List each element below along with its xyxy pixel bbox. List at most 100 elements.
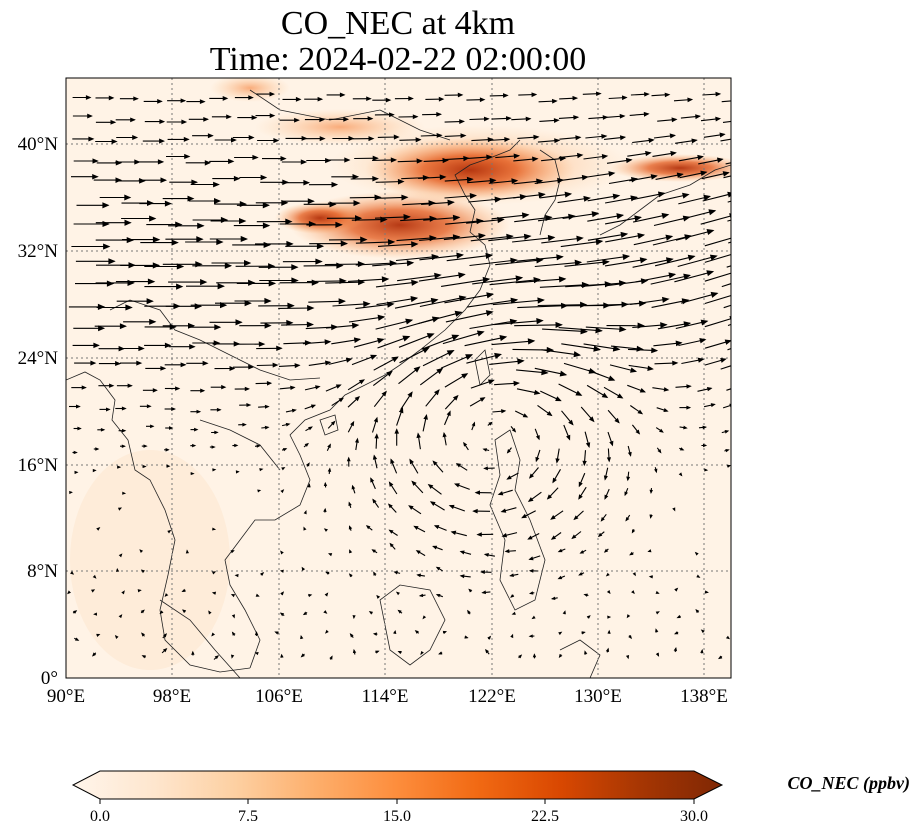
lat-tick-label: 24°N <box>18 348 59 369</box>
wind-arrow-head <box>706 386 713 392</box>
wind-arrow-head <box>665 257 674 264</box>
wind-arrow-head <box>212 527 217 531</box>
wind-arrow-head <box>644 91 650 97</box>
wind-arrow-head <box>374 433 379 439</box>
wind-arrow-head <box>264 297 272 305</box>
wind-arrow-head <box>335 221 343 228</box>
wind-arrow-head <box>747 341 752 345</box>
wind-arrow-head <box>745 171 750 175</box>
wind-arrow-head <box>281 467 286 471</box>
wind-arrow-head <box>108 258 116 265</box>
wind-arrow-head <box>180 98 187 104</box>
wind-arrow <box>720 365 731 370</box>
wind-arrow-head <box>371 549 376 554</box>
wind-arrow-head <box>602 115 609 120</box>
wind-arrow <box>586 255 629 263</box>
wind-arrow-head <box>372 175 379 182</box>
wind-arrow-head <box>616 213 625 220</box>
wind-arrow-head <box>373 416 378 423</box>
wind-arrow-head <box>614 417 620 424</box>
wind-arrow-head <box>700 629 705 634</box>
wind-arrow <box>704 272 731 282</box>
wind-arrow-head <box>291 408 297 413</box>
wind-arrow-head <box>351 484 356 490</box>
colorbar-tick-label: 15.0 <box>383 808 411 825</box>
wind-arrow-head <box>655 611 660 615</box>
wind-arrow-head <box>679 447 685 451</box>
wind-arrow-head <box>422 347 430 354</box>
wind-arrow-head <box>211 632 216 637</box>
wind-arrow <box>542 328 587 333</box>
wind-arrow-head <box>138 345 145 352</box>
wind-arrow-head <box>393 134 400 140</box>
wind-arrow-head <box>504 549 510 554</box>
wind-arrow-head <box>479 97 486 103</box>
wind-arrow-head <box>597 532 603 538</box>
wind-arrow-head <box>435 593 441 598</box>
wind-arrow-head <box>142 464 147 469</box>
wind-arrow-head <box>619 326 627 333</box>
wind-arrow-head <box>416 432 421 439</box>
lon-tick-label: 122°E <box>468 686 516 707</box>
wind-arrow-head <box>485 310 494 317</box>
wind-arrow-head <box>630 367 638 373</box>
coastline-taiwan <box>474 349 491 386</box>
wind-arrow-head <box>710 403 716 408</box>
wind-arrow-head <box>202 360 209 366</box>
wind-arrow-head <box>605 572 610 577</box>
wind-arrow-head <box>572 95 579 101</box>
wind-arrow-head <box>605 647 610 652</box>
wind-arrow <box>514 216 552 223</box>
wind-arrow-head <box>518 654 523 659</box>
wind-arrow <box>355 241 395 244</box>
wind-arrow-head <box>664 92 671 98</box>
wind-arrow-head <box>226 114 232 120</box>
wind-arrow-head <box>478 233 486 240</box>
wind-arrow-head <box>555 321 563 328</box>
wind-arrow-head <box>159 119 166 124</box>
wind-arrow-head <box>133 96 139 102</box>
wind-arrow <box>464 336 507 347</box>
wind-arrow-head <box>465 354 474 360</box>
wind-arrow-head <box>459 119 465 124</box>
wind-arrow-head <box>272 362 279 368</box>
coastline-indochina-west <box>66 371 251 673</box>
wind-arrow-head <box>127 383 133 388</box>
wind-arrow <box>418 311 462 325</box>
wind-arrow-head <box>528 568 534 573</box>
wind-arrow-head <box>200 388 206 393</box>
wind-arrow-head <box>323 507 327 512</box>
wind-arrow-head <box>372 155 379 161</box>
wind-arrow-head <box>575 135 582 141</box>
wind-arrow-head <box>745 158 750 162</box>
map-panel <box>66 78 752 678</box>
wind-arrow-head <box>330 420 336 426</box>
wind-arrow-head <box>595 91 602 97</box>
wind-arrow-head <box>738 119 742 122</box>
wind-arrow-head <box>116 567 120 572</box>
wind-arrow-head <box>485 252 494 260</box>
wind-arrow-head <box>718 655 723 660</box>
wind-arrow-head <box>74 470 79 475</box>
wind-arrow-head <box>722 171 730 177</box>
wind-arrow-head <box>429 501 436 507</box>
wind-arrow-head <box>310 404 317 409</box>
wind-arrow-head <box>390 157 398 163</box>
wind-arrow-head <box>315 385 321 390</box>
wind-arrow <box>722 120 731 123</box>
wind-arrow-head <box>164 200 172 207</box>
wind-arrow-head <box>317 96 324 102</box>
wind-arrow-head <box>181 588 186 592</box>
wind-arrow <box>355 303 394 310</box>
wind-arrow-head <box>264 425 270 430</box>
wind-arrow-head <box>244 386 250 392</box>
wind-arrow-head <box>157 159 165 165</box>
wind-arrow-head <box>634 215 642 222</box>
wind-arrow-head <box>735 292 741 297</box>
wind-arrow-head <box>601 392 609 399</box>
wind-arrow-head <box>262 202 270 209</box>
wind-arrow-head <box>700 648 704 654</box>
wind-arrow-head <box>668 272 677 279</box>
wind-arrow-head <box>737 250 743 255</box>
